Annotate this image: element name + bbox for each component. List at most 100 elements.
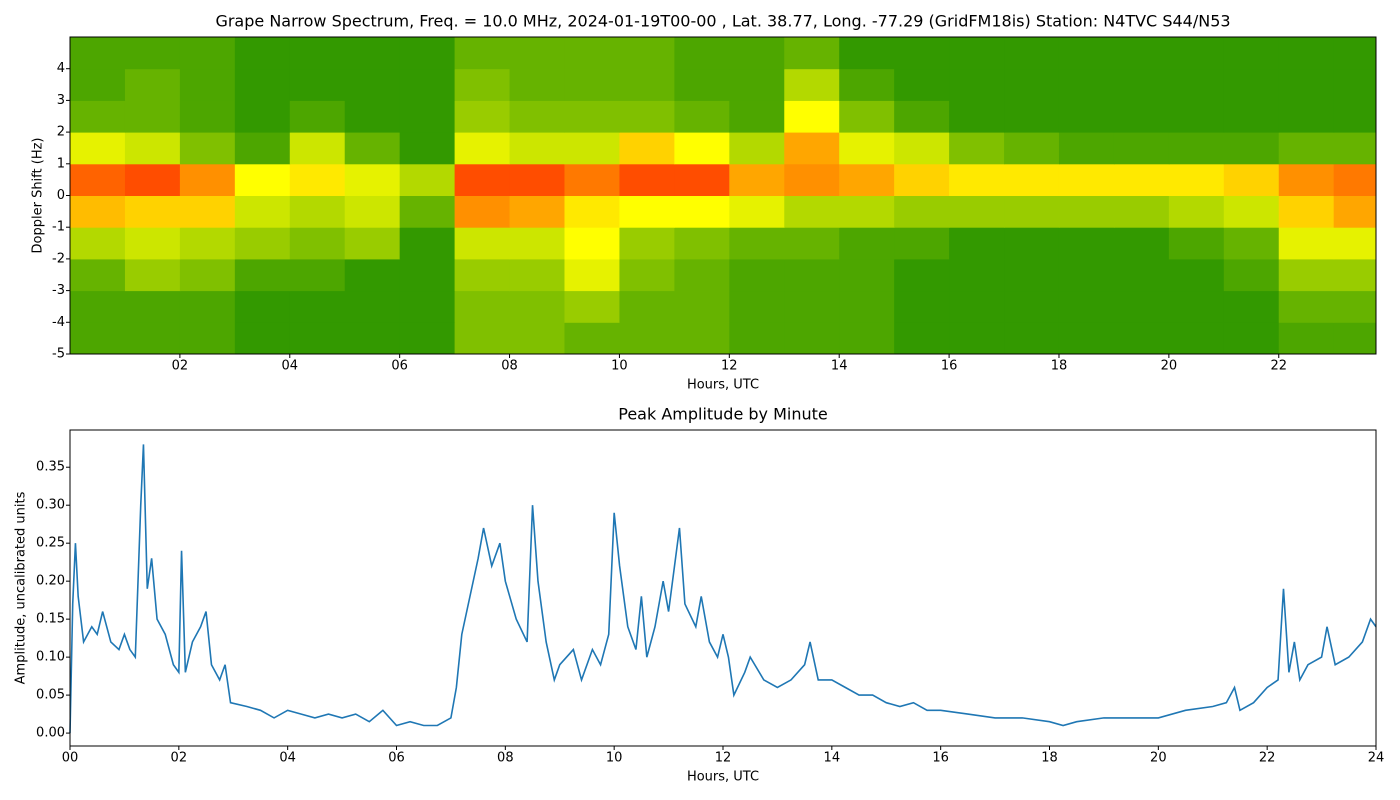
heatmap-cell xyxy=(564,290,620,323)
heatmap-cell xyxy=(70,37,126,70)
heatmap-cell xyxy=(1058,68,1115,101)
y-tick-label: -4 xyxy=(52,315,65,330)
heatmap-cell xyxy=(124,37,181,70)
heatmap-cell xyxy=(949,258,1005,292)
heatmap-cell xyxy=(894,227,950,260)
x-tick-label: 18 xyxy=(1041,751,1058,766)
heatmap-cell xyxy=(729,68,785,101)
heatmap-cell xyxy=(674,290,730,323)
heatmap-cell xyxy=(234,290,291,323)
heatmap-cell xyxy=(1278,100,1335,133)
heatmap-cell xyxy=(894,163,950,196)
heatmap-cell xyxy=(454,258,511,292)
heatmap-cell xyxy=(839,132,895,165)
heatmap-cell xyxy=(1333,290,1377,323)
heatmap-cell xyxy=(1223,195,1280,228)
x-tick-label: 06 xyxy=(388,751,405,766)
x-tick-label: 16 xyxy=(941,359,958,374)
heatmap-cell xyxy=(784,132,840,165)
heatmap-cell xyxy=(124,195,181,228)
heatmap-cell xyxy=(949,227,1005,260)
heatmap-cell xyxy=(1004,195,1060,228)
heatmap-cell xyxy=(289,227,346,260)
heatmap-cell xyxy=(1168,195,1225,228)
heatmap-cell xyxy=(454,163,511,196)
heatmap-cell xyxy=(509,163,565,196)
heatmap-cell xyxy=(179,290,236,323)
heatmap-cell xyxy=(1058,163,1115,196)
heatmap-cell xyxy=(70,258,126,292)
heatmap-cell xyxy=(1333,163,1377,196)
heatmap-cell xyxy=(70,68,126,101)
y-tick-label: 4 xyxy=(57,61,65,76)
y-tick-label: -1 xyxy=(52,220,65,235)
x-tick-label: 08 xyxy=(497,751,514,766)
heatmap-cell xyxy=(949,195,1005,228)
heatmap-cell xyxy=(399,227,456,260)
heatmap-cell xyxy=(1333,132,1377,165)
heatmap-cell xyxy=(234,37,291,70)
heatmap-cell xyxy=(399,68,456,101)
heatmap-cell xyxy=(784,290,840,323)
heatmap-cell xyxy=(1168,132,1225,165)
heatmap-cell xyxy=(839,227,895,260)
heatmap-cell xyxy=(289,163,346,196)
heatmap-cell xyxy=(70,100,126,133)
heatmap-cell xyxy=(344,290,401,323)
heatmap-cell xyxy=(729,195,785,228)
heatmap-cell xyxy=(1333,322,1377,355)
heatmap-cell xyxy=(509,227,565,260)
heatmap-cell xyxy=(949,322,1005,355)
heatmap-cell xyxy=(70,132,126,165)
heatmap-cell xyxy=(399,37,456,70)
heatmap-cell xyxy=(289,195,346,228)
heatmap-cell xyxy=(399,322,456,355)
heatmap-cell xyxy=(1168,227,1225,260)
x-axis-label: Hours, UTC xyxy=(687,770,759,785)
heatmap-cell xyxy=(729,227,785,260)
heatmap-cell xyxy=(179,163,236,196)
heatmap-cell xyxy=(289,322,346,355)
heatmap-cell xyxy=(1278,163,1335,196)
heatmap-cell xyxy=(1223,163,1280,196)
heatmap-cell xyxy=(179,68,236,101)
data-line xyxy=(69,444,1377,734)
heatmap-cell xyxy=(619,68,675,101)
heatmap-cell xyxy=(1223,37,1280,70)
heatmap-cell xyxy=(949,68,1005,101)
y-tick-label: 0.10 xyxy=(36,650,65,665)
heatmap-cell xyxy=(454,132,511,165)
heatmap-cell xyxy=(839,163,895,196)
heatmap-cell xyxy=(179,100,236,133)
heatmap-cell xyxy=(234,258,291,292)
heatmap-cell xyxy=(124,258,181,292)
heatmap-cell xyxy=(784,195,840,228)
heatmap-cell xyxy=(729,322,785,355)
heatmap-cell xyxy=(344,258,401,292)
heatmap-cell xyxy=(289,68,346,101)
heatmap-cell xyxy=(399,132,456,165)
heatmap-cell xyxy=(1058,195,1115,228)
heatmap-cell xyxy=(949,100,1005,133)
y-axis-label: Doppler Shift (Hz) xyxy=(31,138,46,254)
x-tick-label: 14 xyxy=(831,359,848,374)
heatmap-cell xyxy=(1004,290,1060,323)
heatmap-cell xyxy=(509,290,565,323)
heatmap-cell xyxy=(1278,37,1335,70)
heatmap-cell xyxy=(949,132,1005,165)
heatmap-cell xyxy=(179,195,236,228)
heatmap-cell xyxy=(1113,37,1170,70)
heatmap-cell xyxy=(674,195,730,228)
y-tick-label: 0.05 xyxy=(36,688,65,703)
heatmap-cell xyxy=(674,100,730,133)
heatmap-cell xyxy=(1058,227,1115,260)
heatmap-cell xyxy=(729,37,785,70)
x-tick-label: 10 xyxy=(611,359,628,374)
heatmap-cell xyxy=(894,68,950,101)
heatmap-cell xyxy=(839,195,895,228)
heatmap-cell xyxy=(674,68,730,101)
x-tick-label: 02 xyxy=(172,359,189,374)
heatmap-cell xyxy=(1333,258,1377,292)
